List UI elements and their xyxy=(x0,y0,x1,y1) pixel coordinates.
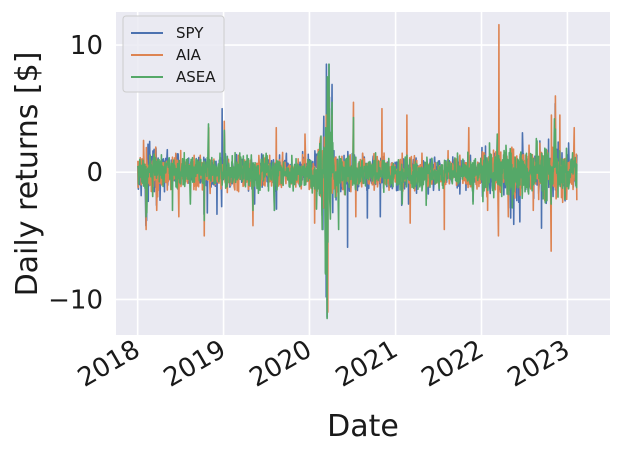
x-axis-title: Date xyxy=(327,409,399,444)
x-tick-labels: 2018 2019 2020 2021 2022 2023 xyxy=(73,335,575,394)
legend-label: SPY xyxy=(176,24,204,42)
y-tick-label: 10 xyxy=(70,31,103,61)
y-axis-title: Daily returns [$] xyxy=(10,52,45,297)
x-tick-label: 2020 xyxy=(245,335,317,394)
y-tick-label: −10 xyxy=(48,285,103,315)
y-tick-label: 0 xyxy=(86,158,103,188)
y-tick-labels: 10 0 −10 xyxy=(48,31,103,315)
legend: SPY AIA ASEA xyxy=(122,15,225,93)
x-tick-label: 2023 xyxy=(503,335,575,394)
x-tick-label: 2022 xyxy=(417,335,489,394)
legend-label: AIA xyxy=(176,46,202,64)
x-tick-label: 2019 xyxy=(159,335,231,394)
series-lines xyxy=(137,23,578,320)
legend-label: ASEA xyxy=(176,68,216,86)
legend-box xyxy=(122,15,225,93)
x-tick-label: 2018 xyxy=(73,335,145,394)
x-tick-label: 2021 xyxy=(331,335,403,394)
series-line-asea xyxy=(137,63,578,320)
